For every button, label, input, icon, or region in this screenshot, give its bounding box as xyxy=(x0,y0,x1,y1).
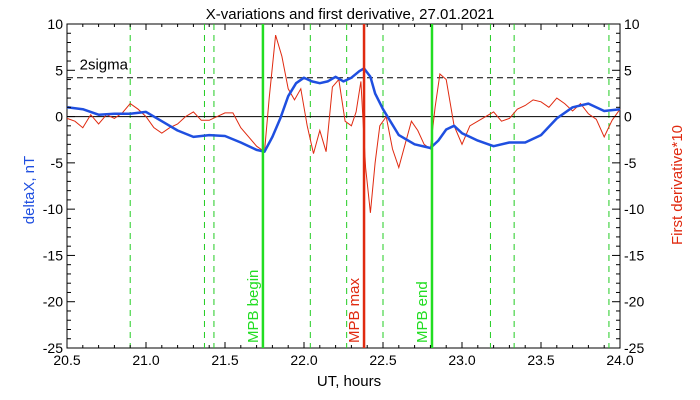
plot-area: 2sigma MPB begin MPB max MPB end 20.5 21.0 21.… xyxy=(43,16,645,368)
x-tick-label: 22.5 xyxy=(369,352,396,368)
marker-label: MPB end xyxy=(414,281,431,343)
y-tick-label-right: 0 xyxy=(624,109,632,125)
y-tick-label-right: -25 xyxy=(624,340,644,356)
x-tick-label: 21.0 xyxy=(132,352,159,368)
y-tick-label-left: -20 xyxy=(43,294,63,310)
y-tick-label-left: -10 xyxy=(43,201,63,217)
x-axis-label: UT, hours xyxy=(317,373,381,390)
y-tick-label-left: -15 xyxy=(43,247,63,263)
y-tick-label-left: 5 xyxy=(55,62,63,78)
x-tick-label: 23.5 xyxy=(527,352,554,368)
y-tick-label-right: 10 xyxy=(624,16,640,32)
series-derivative-line xyxy=(66,34,621,213)
y-tick-label-right: -10 xyxy=(624,201,644,217)
left-axis-label: deltaX, nT xyxy=(21,156,38,224)
x-tick-label: 21.5 xyxy=(211,352,238,368)
y-tick-label-right: -20 xyxy=(624,294,644,310)
x-tick-label: 23.0 xyxy=(448,352,475,368)
series-deltaX-line xyxy=(66,67,621,153)
y-tick-label-left: 0 xyxy=(55,109,63,125)
x-tick-label: 24.0 xyxy=(606,352,633,368)
sigma-label: 2sigma xyxy=(80,57,129,74)
right-axis-label: First derivative*10 xyxy=(669,125,686,245)
y-tick-label-left: -25 xyxy=(43,340,63,356)
y-tick-label-left: -5 xyxy=(51,155,64,171)
x-tick-label: 20.5 xyxy=(53,352,80,368)
chart-title: X-variations and first derivative, 27.01… xyxy=(206,6,495,23)
y-tick-label-left: 10 xyxy=(47,16,63,32)
y-tick-label-right: 5 xyxy=(624,62,632,78)
y-tick-label-right: -5 xyxy=(624,155,637,171)
y-tick-label-right: -15 xyxy=(624,247,644,263)
x-tick-label: 22.0 xyxy=(290,352,317,368)
plot-frame xyxy=(66,23,621,349)
marker-label: MPB max xyxy=(346,277,363,343)
marker-label: MPB begin xyxy=(245,270,262,343)
